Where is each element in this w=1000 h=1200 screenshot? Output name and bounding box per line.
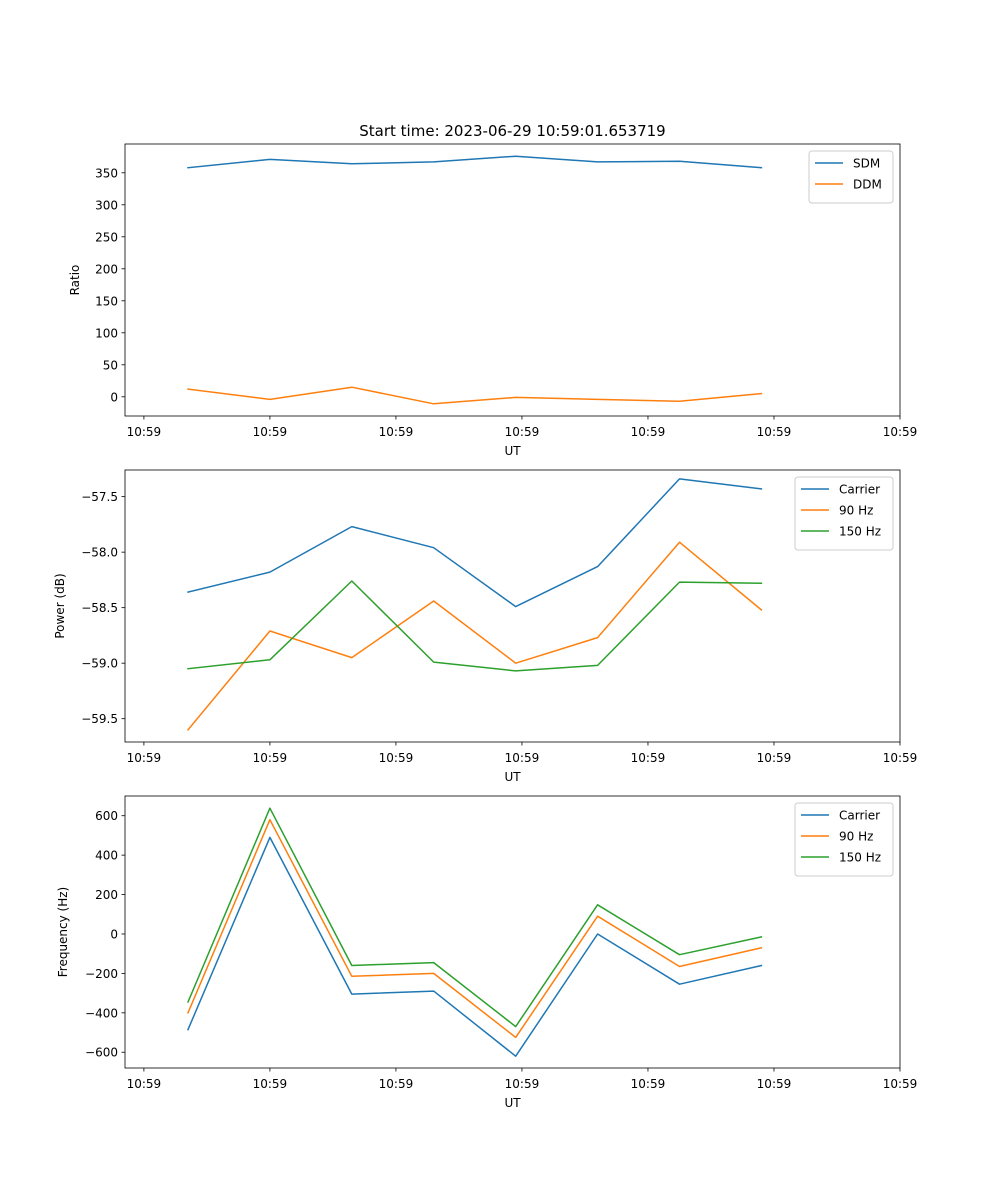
axes-frame xyxy=(124,143,901,417)
y-tick-label: −57.5 xyxy=(81,490,118,504)
y-tick-label: 0 xyxy=(110,927,118,941)
subplots: 10:59 10:59 10:59 10:59 10:59 10:59 10:59 UT 0 50… xyxy=(53,143,918,1110)
series-line-1 xyxy=(187,155,763,169)
axes-frame xyxy=(124,469,901,743)
y-tick-label: 400 xyxy=(95,849,118,863)
y-tick-label: −58.0 xyxy=(81,546,118,560)
y-tick-label: 150 xyxy=(95,294,118,308)
legend-label: 90 Hz xyxy=(839,830,873,844)
x-tick-label: 10:59 xyxy=(631,425,666,439)
series-line-3 xyxy=(187,580,763,672)
subplot-2: 10:59 10:59 10:59 10:59 10:59 10:59 10:59 UT −59… xyxy=(53,469,918,784)
x-axis-label: UT xyxy=(504,770,521,784)
x-axis-label: UT xyxy=(504,1096,521,1110)
y-tick-label: −200 xyxy=(85,967,118,981)
y-tick-label: 200 xyxy=(95,262,118,276)
x-tick-label: 10:59 xyxy=(757,425,792,439)
y-axis-label: Ratio xyxy=(68,265,82,296)
y-tick-label: 250 xyxy=(95,230,118,244)
x-tick-label: 10:59 xyxy=(127,1077,162,1091)
legend-label: Carrier xyxy=(839,483,880,497)
y-tick-label: 300 xyxy=(95,198,118,212)
x-tick-label: 10:59 xyxy=(883,425,918,439)
x-tick-label: 10:59 xyxy=(253,751,288,765)
legend-box xyxy=(808,150,894,204)
legend: Carrier 90 Hz 150 Hz xyxy=(794,476,894,551)
x-axis: 10:59 10:59 10:59 10:59 10:59 10:59 10:59 xyxy=(127,1068,918,1091)
axes-frame xyxy=(124,795,901,1069)
legend-label: 150 Hz xyxy=(839,851,881,865)
y-tick-label: −400 xyxy=(85,1006,118,1020)
y-axis: −600 −400 −200 0 200 400 600 xyxy=(85,809,125,1060)
subplot-1: 10:59 10:59 10:59 10:59 10:59 10:59 10:59 UT 0 50… xyxy=(68,143,918,458)
x-tick-label: 10:59 xyxy=(505,1077,540,1091)
series-line-1 xyxy=(187,836,763,1057)
series-line-1 xyxy=(187,478,763,608)
x-axis-label: UT xyxy=(504,444,521,458)
y-axis-label: Frequency (Hz) xyxy=(56,887,70,978)
x-tick-label: 10:59 xyxy=(253,1077,288,1091)
y-tick-label: −59.0 xyxy=(81,657,118,671)
legend: Carrier 90 Hz 150 Hz xyxy=(794,802,894,877)
x-tick-label: 10:59 xyxy=(883,751,918,765)
x-axis: 10:59 10:59 10:59 10:59 10:59 10:59 10:59 xyxy=(127,416,918,439)
x-tick-label: 10:59 xyxy=(757,751,792,765)
y-tick-label: 50 xyxy=(103,358,118,372)
series-line-2 xyxy=(187,386,763,405)
subplot-3: 10:59 10:59 10:59 10:59 10:59 10:59 10:59 UT −60… xyxy=(56,795,918,1110)
x-tick-label: 10:59 xyxy=(631,1077,666,1091)
y-tick-label: 600 xyxy=(95,809,118,823)
y-tick-label: 0 xyxy=(110,390,118,404)
legend-label: DDM xyxy=(853,178,882,192)
series-line-2 xyxy=(186,541,763,731)
x-tick-label: 10:59 xyxy=(379,751,414,765)
legend-label: SDM xyxy=(853,157,880,171)
series-line-3 xyxy=(187,807,763,1028)
y-tick-label: −600 xyxy=(85,1046,118,1060)
y-axis: 0 50 100 150 200 250 300 350 xyxy=(95,166,125,404)
x-tick-label: 10:59 xyxy=(631,751,666,765)
y-tick-label: −58.5 xyxy=(81,601,118,615)
legend: SDM DDM xyxy=(808,150,894,204)
x-tick-label: 10:59 xyxy=(127,751,162,765)
x-tick-label: 10:59 xyxy=(379,1077,414,1091)
legend-label: 90 Hz xyxy=(839,504,873,518)
y-axis-label: Power (dB) xyxy=(53,573,67,638)
x-tick-label: 10:59 xyxy=(379,425,414,439)
x-tick-label: 10:59 xyxy=(253,425,288,439)
y-axis: −59.5 −59.0 −58.5 −58.0 −57.5 xyxy=(81,490,125,726)
x-tick-label: 10:59 xyxy=(127,425,162,439)
x-tick-label: 10:59 xyxy=(505,425,540,439)
x-tick-label: 10:59 xyxy=(757,1077,792,1091)
figure-title: Start time: 2023-06-29 10:59:01.653719 xyxy=(359,122,665,140)
legend-label: Carrier xyxy=(839,809,880,823)
legend-label: 150 Hz xyxy=(839,525,881,539)
series-line-2 xyxy=(187,818,763,1039)
y-tick-label: 200 xyxy=(95,888,118,902)
y-tick-label: −59.5 xyxy=(81,712,118,726)
x-axis: 10:59 10:59 10:59 10:59 10:59 10:59 10:59 xyxy=(127,742,918,765)
x-tick-label: 10:59 xyxy=(883,1077,918,1091)
y-tick-label: 350 xyxy=(95,166,118,180)
y-tick-label: 100 xyxy=(95,326,118,340)
x-tick-label: 10:59 xyxy=(505,751,540,765)
